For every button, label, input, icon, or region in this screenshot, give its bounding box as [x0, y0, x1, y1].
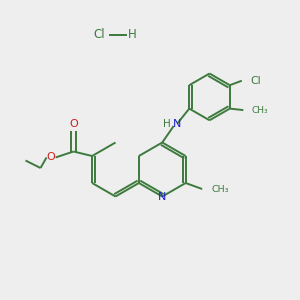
Text: O: O: [69, 119, 78, 129]
Text: CH₃: CH₃: [212, 184, 229, 194]
Text: Cl: Cl: [250, 76, 261, 86]
Text: O: O: [46, 152, 55, 163]
Text: Cl: Cl: [93, 28, 105, 41]
Text: H: H: [128, 28, 136, 41]
Text: H: H: [163, 118, 171, 129]
Text: N: N: [173, 118, 182, 129]
Text: CH₃: CH₃: [251, 106, 268, 115]
Text: N: N: [158, 191, 166, 202]
